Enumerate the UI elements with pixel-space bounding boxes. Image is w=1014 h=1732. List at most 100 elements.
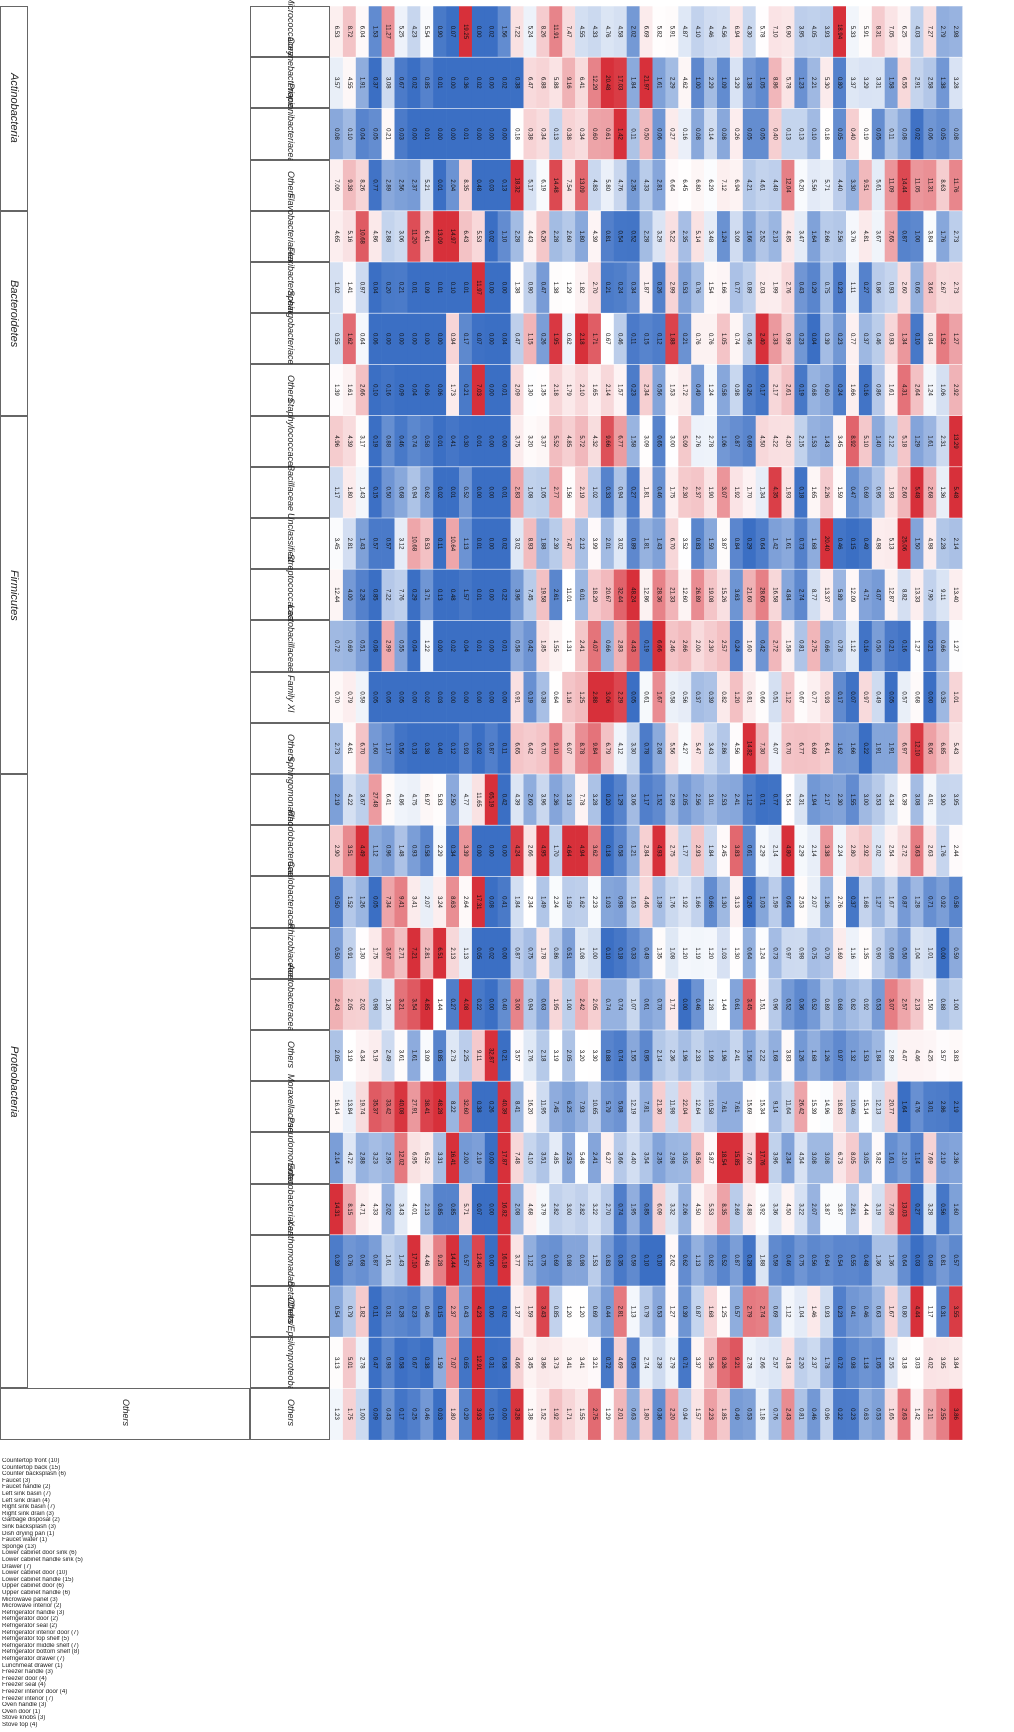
cell-value-label: 0.00 — [488, 77, 494, 89]
cell-value-label: 0.10 — [642, 1255, 648, 1267]
family-13: Family XI — [250, 671, 330, 723]
cell-value-label: 0.00 — [475, 487, 481, 499]
cell-value-label: 1.78 — [823, 1357, 829, 1369]
heatmap-cell — [549, 159, 563, 212]
cell-value-label: 5.89 — [836, 589, 842, 601]
heatmap-cell — [484, 57, 498, 109]
cell-value-label: 3.21 — [397, 999, 403, 1011]
heatmap-cell — [588, 466, 602, 519]
cell-value-label: 0.31 — [384, 1306, 390, 1318]
cell-value-label: 12.02 — [397, 1150, 403, 1166]
cell-value-label: 0.66 — [823, 640, 829, 652]
cell-value-label: 0.16 — [384, 384, 390, 396]
heatmap-cell — [355, 6, 369, 58]
cell-value-label: 2.64 — [462, 896, 468, 908]
heatmap-cell — [717, 415, 731, 468]
heatmap-cell — [807, 364, 821, 416]
heatmap-cell — [394, 313, 408, 365]
heatmap-cell — [742, 6, 756, 58]
cell-value-label: 4.66 — [513, 1357, 519, 1369]
cell-value-label: 21.60 — [746, 587, 752, 603]
cell-value-label: 0.05 — [759, 128, 765, 140]
heatmap-cell — [794, 57, 808, 109]
cell-value-label: 0.01 — [436, 435, 442, 447]
heatmap-cell — [562, 415, 576, 468]
cell-value-label: 0.00 — [488, 487, 494, 499]
cell-value-label: 3.99 — [591, 538, 597, 550]
cell-value-label: 15.39 — [810, 1099, 816, 1115]
heatmap-cell — [330, 159, 344, 212]
cell-value-label: 6.42 — [526, 743, 532, 755]
cell-value-label: 1.36 — [875, 1255, 881, 1267]
cell-value-label: 0.21 — [604, 282, 610, 294]
cell-value-label: 27.48 — [372, 792, 378, 808]
heatmap-cell — [652, 6, 666, 58]
cell-value-label: 0.00 — [488, 1255, 494, 1267]
cell-value-label: 0.05 — [372, 128, 378, 140]
cell-value-label: 3.87 — [720, 538, 726, 550]
sample-labels: Countertop front (10) Countertop back (15… — [2, 1458, 328, 1732]
cell-value-label: 4.88 — [746, 1203, 752, 1215]
heatmap-cell — [781, 364, 795, 416]
cell-value-label: 1.07 — [630, 999, 636, 1011]
cell-value-label: 0.46 — [397, 435, 403, 447]
cell-value-label: 0.68 — [913, 691, 919, 703]
cell-value-label: 3.63 — [733, 589, 739, 601]
heatmap-cell — [536, 466, 550, 519]
cell-value-label: 0.04 — [810, 333, 816, 345]
cell-value-label: 19.08 — [707, 587, 713, 603]
cell-value-label: 0.69 — [771, 1306, 777, 1318]
heatmap-cell — [936, 262, 950, 314]
heatmap-cell — [471, 6, 486, 58]
cell-value-label: 0.81 — [604, 231, 610, 243]
cell-value-label: 3.06 — [604, 691, 610, 703]
cell-value-label: 0.98 — [617, 896, 623, 908]
cell-value-label: 7.08 — [888, 1203, 894, 1215]
cell-value-label: 27.91 — [410, 1099, 416, 1115]
cell-value-label: 0.01 — [501, 487, 507, 499]
cell-value-label: 0.83 — [604, 1255, 610, 1267]
cell-value-label: 11.20 — [410, 229, 416, 244]
cell-value-label: 0.77 — [771, 794, 777, 806]
heatmap-cell — [884, 57, 898, 109]
cell-value-label: 0.38 — [423, 1357, 429, 1369]
sample-label: Freezer interior door (4) — [2, 1689, 68, 1695]
heatmap-cell — [949, 210, 963, 263]
cell-value-label: 26.42 — [797, 1099, 803, 1115]
cell-value-label: 0.29 — [410, 589, 416, 601]
cell-value-label: 16.82 — [501, 1202, 507, 1218]
cell-value-label: 2.19 — [333, 794, 339, 806]
cell-value-label: 1.06 — [939, 384, 945, 396]
cell-value-label: 2.89 — [384, 179, 390, 191]
cell-value-label: 0.87 — [733, 1255, 739, 1267]
heatmap-cell — [330, 415, 344, 468]
heatmap-cell — [704, 210, 718, 263]
cell-value-label: 7.69 — [926, 1152, 932, 1164]
cell-value-label: 2.41 — [578, 640, 584, 652]
heatmap-cell — [884, 108, 898, 160]
cell-value-label: 3.32 — [668, 1203, 674, 1215]
heatmap-cell — [768, 108, 782, 160]
family-20-label: Others — [286, 1041, 296, 1069]
cell-value-label: 2.39 — [552, 538, 558, 550]
cell-value-label: 14.44 — [449, 1253, 455, 1269]
heatmap-cell — [691, 108, 705, 160]
cell-value-label: 2.63 — [926, 845, 932, 857]
cell-value-label: 0.56 — [939, 1203, 945, 1215]
cell-value-label: 6.70 — [784, 743, 790, 755]
heatmap-cell — [523, 57, 537, 109]
cell-value-label: 1.53 — [372, 26, 378, 38]
heatmap-cell — [368, 210, 382, 263]
cell-value-label: 9.11 — [475, 1050, 481, 1062]
heatmap-cell — [884, 466, 898, 519]
sample-label: Freezer interior (7) — [2, 1695, 54, 1702]
heatmap-cell — [729, 262, 744, 314]
cell-value-label: 5.21 — [423, 179, 429, 191]
heatmap-cell — [368, 159, 382, 212]
cell-value-label: 2.79 — [939, 26, 945, 38]
heatmap-cell — [807, 57, 821, 109]
cell-value-label: 1.76 — [939, 231, 945, 243]
sample-label: Lower cabinet handle sink (5) — [2, 1557, 83, 1563]
cell-value-label: 0.90 — [436, 26, 442, 38]
cell-value-label: 8.15 — [346, 1203, 352, 1215]
